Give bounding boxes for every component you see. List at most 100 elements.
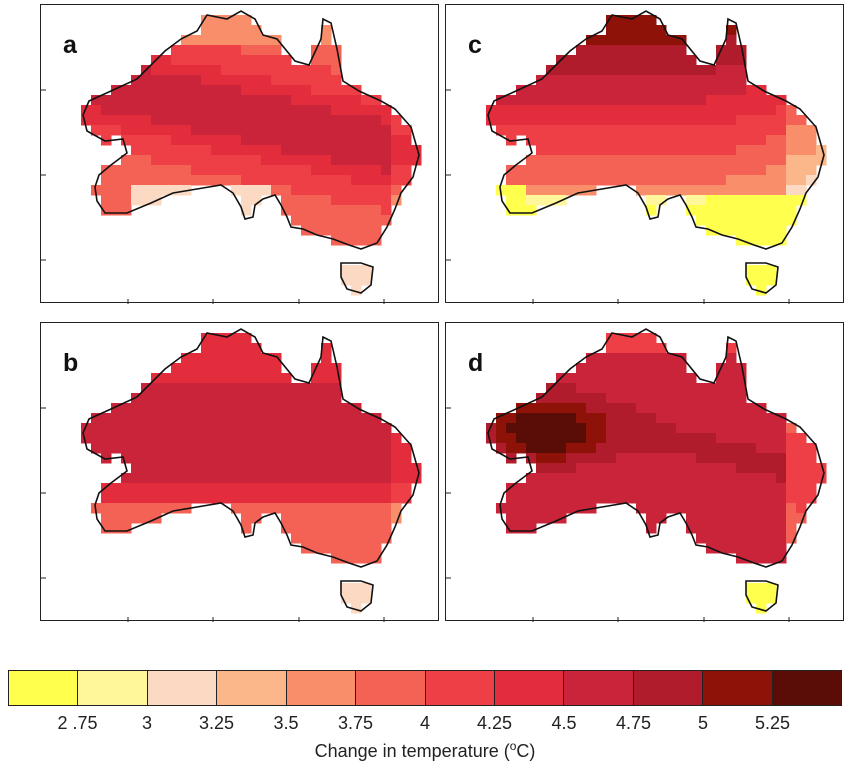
grid-cell xyxy=(746,453,757,464)
grid-cell xyxy=(361,463,372,474)
grid-cell xyxy=(756,205,767,216)
grid-cell xyxy=(361,533,372,544)
grid-cell xyxy=(261,55,272,66)
grid-cell xyxy=(371,105,382,116)
grid-cell xyxy=(776,205,787,216)
grid-cell xyxy=(161,75,172,86)
grid-cell xyxy=(596,85,607,96)
grid-cell xyxy=(586,373,597,384)
colorbar-tick-label: 2 .75 xyxy=(57,713,98,733)
grid-cell xyxy=(101,205,112,216)
grid-cell xyxy=(516,513,527,524)
grid-cell xyxy=(241,333,252,344)
grid-cell xyxy=(241,35,252,46)
grid-cell xyxy=(231,373,242,384)
grid-cell xyxy=(536,473,547,484)
grid-cell xyxy=(241,493,252,504)
grid-cell xyxy=(566,145,577,156)
grid-cell xyxy=(121,493,132,504)
grid-cell xyxy=(516,195,527,206)
grid-cell xyxy=(371,443,382,454)
grid-cell xyxy=(271,483,282,494)
grid-cell xyxy=(291,393,302,404)
grid-cell xyxy=(576,115,587,126)
grid-cell xyxy=(191,423,202,434)
grid-cell xyxy=(746,225,757,236)
grid-cell xyxy=(391,115,402,126)
grid-cell xyxy=(756,453,767,464)
grid-cell xyxy=(526,423,537,434)
grid-cell xyxy=(716,75,727,86)
grid-cell xyxy=(361,235,372,246)
grid-cell xyxy=(371,95,382,106)
grid-cell xyxy=(321,393,332,404)
grid-cell xyxy=(686,413,697,424)
grid-cell xyxy=(726,185,737,196)
grid-cell xyxy=(606,55,617,66)
grid-cell xyxy=(586,423,597,434)
grid-cell xyxy=(586,393,597,404)
grid-cell xyxy=(251,503,262,514)
grid-cell xyxy=(331,205,342,216)
grid-cell xyxy=(766,155,777,166)
grid-cell xyxy=(586,493,597,504)
grid-cell xyxy=(736,393,747,404)
grid-cell xyxy=(271,65,282,76)
grid-cell xyxy=(756,265,767,276)
grid-cell xyxy=(526,125,537,136)
grid-cell xyxy=(371,513,382,524)
grid-cell xyxy=(281,483,292,494)
grid-cell xyxy=(221,343,232,354)
grid-cell xyxy=(766,483,777,494)
grid-cell xyxy=(281,185,292,196)
grid-cell xyxy=(381,215,392,226)
grid-cell xyxy=(231,185,242,196)
grid-cell xyxy=(101,523,112,534)
grid-cell xyxy=(181,175,192,186)
grid-cell xyxy=(221,15,232,26)
grid-cell xyxy=(181,45,192,56)
grid-cell xyxy=(121,165,132,176)
grid-cell xyxy=(646,95,657,106)
grid-cell xyxy=(281,503,292,514)
grid-cell xyxy=(616,433,627,444)
grid-cell xyxy=(361,593,372,604)
grid-cell xyxy=(626,105,637,116)
grid-cell xyxy=(776,125,787,136)
grid-cell xyxy=(656,115,667,126)
grid-cell xyxy=(231,175,242,186)
grid-cell xyxy=(241,433,252,444)
grid-cell xyxy=(181,383,192,394)
grid-cell xyxy=(251,175,262,186)
grid-cell xyxy=(736,65,747,76)
colorbar-swatch xyxy=(217,671,287,705)
grid-cell xyxy=(746,105,757,116)
grid-cell xyxy=(736,85,747,96)
grid-cell xyxy=(726,473,737,484)
grid-cell xyxy=(556,483,567,494)
grid-cell xyxy=(756,553,767,564)
grid-cell xyxy=(251,413,262,424)
grid-cell xyxy=(676,353,687,364)
grid-cell xyxy=(666,453,677,464)
grid-cell xyxy=(161,105,172,116)
grid-cell xyxy=(211,95,222,106)
grid-cell xyxy=(786,453,797,464)
grid-cell xyxy=(181,95,192,106)
grid-cell xyxy=(121,413,132,424)
grid-cell xyxy=(656,493,667,504)
grid-cell xyxy=(556,473,567,484)
grid-cell xyxy=(546,145,557,156)
grid-cell xyxy=(686,453,697,464)
grid-cell xyxy=(131,423,142,434)
grid-cell xyxy=(536,483,547,494)
grid-cell xyxy=(131,443,142,454)
grid-cell xyxy=(201,145,212,156)
grid-cell xyxy=(231,165,242,176)
grid-cell xyxy=(526,503,537,514)
grid-cell xyxy=(576,135,587,146)
grid-cell xyxy=(646,373,657,384)
grid-cell xyxy=(121,523,132,534)
grid-cell xyxy=(716,85,727,96)
grid-cell xyxy=(351,155,362,166)
